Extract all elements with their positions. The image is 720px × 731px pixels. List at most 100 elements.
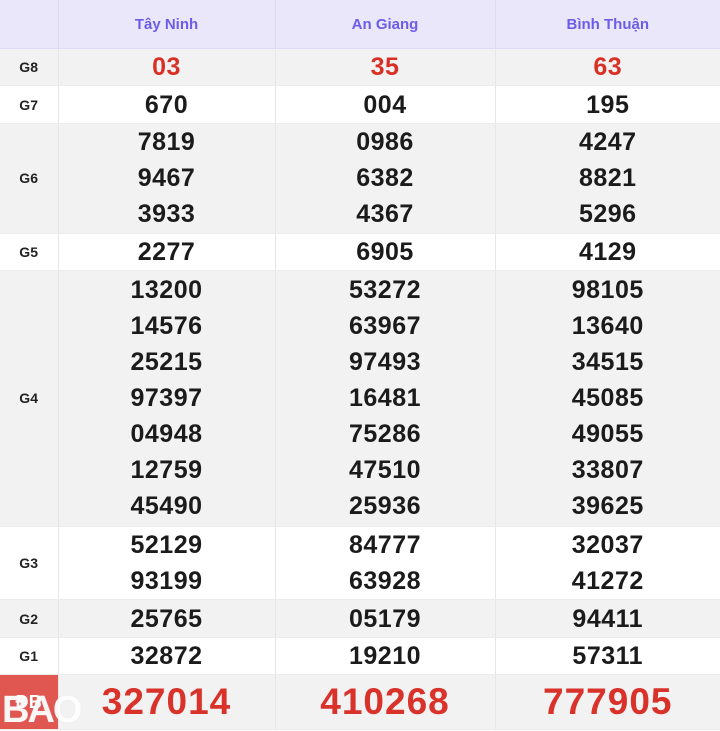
- province-header-2[interactable]: Bình Thuận: [495, 0, 720, 49]
- result-number: 34515: [496, 344, 720, 380]
- result-number: 94411: [496, 601, 720, 637]
- prize-label-g6: G6: [0, 123, 58, 233]
- result-number: 97397: [59, 380, 275, 416]
- result-cell: 03: [58, 49, 275, 86]
- result-number: 25936: [276, 488, 495, 524]
- result-number: 2277: [59, 234, 275, 270]
- result-number: 19210: [276, 638, 495, 674]
- result-number: 8821: [496, 160, 720, 196]
- result-number: 93199: [59, 563, 275, 599]
- result-number: 195: [496, 87, 720, 123]
- prize-label-g4: G4: [0, 271, 58, 527]
- result-number: 45490: [59, 488, 275, 524]
- result-cell: 327014: [58, 675, 275, 730]
- result-number: 39625: [496, 488, 720, 524]
- result-cell: 57311: [495, 637, 720, 674]
- result-number: 004: [276, 87, 495, 123]
- result-cell: 777905: [495, 675, 720, 730]
- result-number: 670: [59, 87, 275, 123]
- prize-label-g3: G3: [0, 526, 58, 600]
- result-cell: 35: [275, 49, 495, 86]
- prize-label-g8: G8: [0, 49, 58, 86]
- prize-label-đb: ĐB: [0, 675, 58, 730]
- result-number: 47510: [276, 452, 495, 488]
- result-number: 63928: [276, 563, 495, 599]
- result-number: 25215: [59, 344, 275, 380]
- prize-label-g5: G5: [0, 233, 58, 270]
- result-number: 04948: [59, 416, 275, 452]
- result-number: 14576: [59, 308, 275, 344]
- result-cell: 2277: [58, 233, 275, 270]
- province-header-0[interactable]: Tây Ninh: [58, 0, 275, 49]
- result-cell: 05179: [275, 600, 495, 637]
- result-number: 327014: [59, 675, 275, 728]
- result-number: 4129: [496, 234, 720, 270]
- result-number: 410268: [276, 675, 495, 728]
- result-number: 57311: [496, 638, 720, 674]
- result-cell: 4129: [495, 233, 720, 270]
- result-number: 13200: [59, 272, 275, 308]
- result-number: 35: [276, 49, 495, 85]
- header-row: Tây Ninh An Giang Bình Thuận: [0, 0, 720, 49]
- result-number: 13640: [496, 308, 720, 344]
- result-number: 45085: [496, 380, 720, 416]
- prize-label-g1: G1: [0, 637, 58, 674]
- table-header: Tây Ninh An Giang Bình Thuận: [0, 0, 720, 49]
- result-cell: 94411: [495, 600, 720, 637]
- result-cell: 32872: [58, 637, 275, 674]
- result-number: 32037: [496, 527, 720, 563]
- result-number: 49055: [496, 416, 720, 452]
- result-number: 05179: [276, 601, 495, 637]
- result-cell: 19210: [275, 637, 495, 674]
- result-number: 0986: [276, 124, 495, 160]
- result-number: 32872: [59, 638, 275, 674]
- result-number: 03: [59, 49, 275, 85]
- result-number: 6382: [276, 160, 495, 196]
- result-cell: 410268: [275, 675, 495, 730]
- result-number: 4367: [276, 196, 495, 232]
- result-number: 84777: [276, 527, 495, 563]
- result-number: 25765: [59, 601, 275, 637]
- prize-label-header: [0, 0, 58, 49]
- result-number: 53272: [276, 272, 495, 308]
- result-number: 12759: [59, 452, 275, 488]
- result-number: 63: [496, 49, 720, 85]
- result-number: 4247: [496, 124, 720, 160]
- result-cell: 63: [495, 49, 720, 86]
- result-number: 777905: [496, 675, 720, 728]
- result-number: 63967: [276, 308, 495, 344]
- prize-label-g7: G7: [0, 86, 58, 123]
- result-number: 98105: [496, 272, 720, 308]
- result-number: 33807: [496, 452, 720, 488]
- result-cell: 6905: [275, 233, 495, 270]
- result-cell: 670: [58, 86, 275, 123]
- result-cell: 195: [495, 86, 720, 123]
- result-number: 41272: [496, 563, 720, 599]
- result-number: 75286: [276, 416, 495, 452]
- province-header-1[interactable]: An Giang: [275, 0, 495, 49]
- result-number: 3933: [59, 196, 275, 232]
- result-number: 16481: [276, 380, 495, 416]
- result-number: 52129: [59, 527, 275, 563]
- result-cell: 004: [275, 86, 495, 123]
- result-number: 7819: [59, 124, 275, 160]
- result-number: 6905: [276, 234, 495, 270]
